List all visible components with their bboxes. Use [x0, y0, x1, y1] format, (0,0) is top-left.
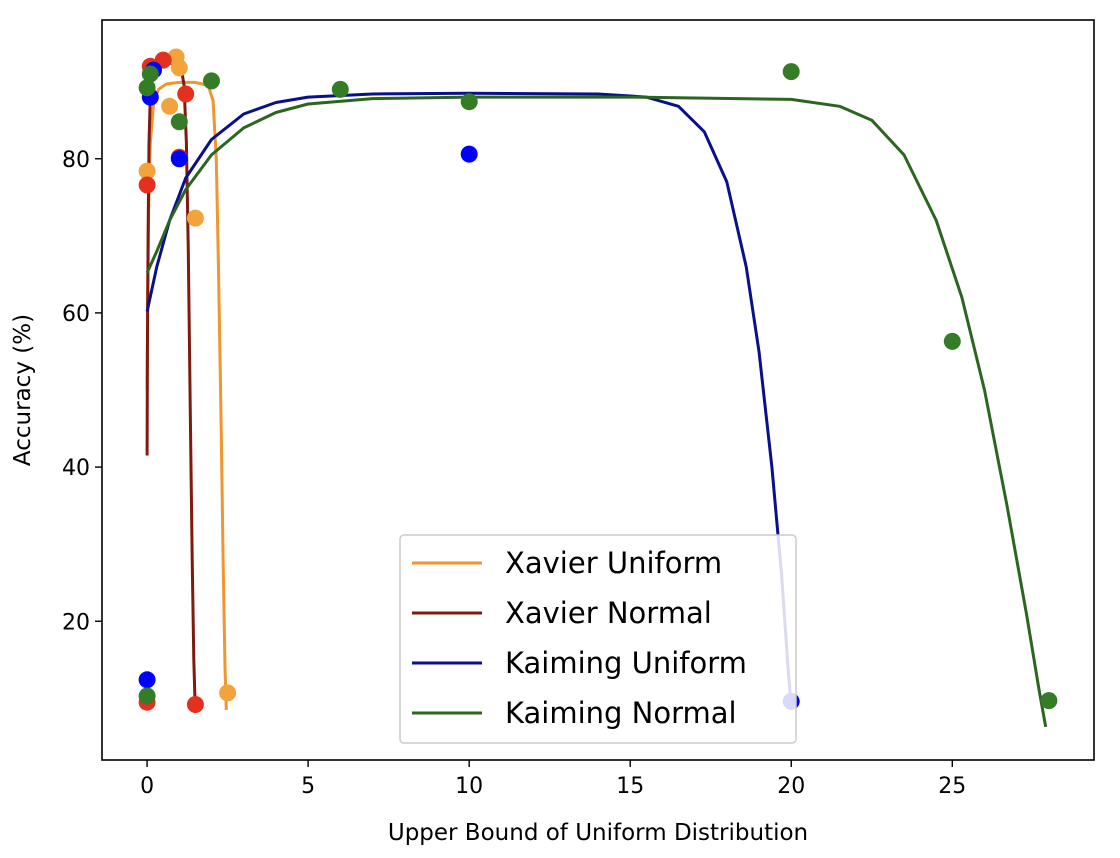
point-xavier-normal: [177, 85, 195, 103]
point-kaiming-normal: [943, 332, 961, 350]
point-kaiming-normal: [782, 63, 800, 81]
x-tick-label: 15: [616, 774, 644, 799]
x-tick-label: 25: [938, 774, 966, 799]
x-tick-label: 0: [140, 774, 154, 799]
point-xavier-normal: [138, 176, 156, 194]
point-kaiming-normal: [331, 80, 349, 98]
point-kaiming-normal: [170, 113, 188, 131]
point-xavier-uniform: [138, 162, 156, 180]
legend: Xavier Uniform Xavier Normal Kaiming Unifo…: [399, 534, 797, 744]
x-axis-ticks: 0 5 10 15 20 25: [140, 760, 966, 799]
x-tick-label: 10: [455, 774, 483, 799]
x-tick-label: 20: [777, 774, 805, 799]
legend-box: [399, 534, 797, 744]
point-kaiming-uniform: [138, 671, 156, 689]
x-tick-label: 5: [301, 774, 315, 799]
y-tick-label: 40: [62, 456, 90, 481]
y-axis-ticks: 20 40 60 80: [62, 148, 102, 635]
y-tick-label: 60: [62, 302, 90, 327]
x-axis-label: Upper Bound of Uniform Distribution: [388, 820, 808, 846]
point-kaiming-normal: [1040, 692, 1058, 710]
legend-label-xavier-normal: Xavier Normal: [505, 596, 712, 630]
point-kaiming-uniform: [170, 150, 188, 168]
y-tick-label: 20: [62, 610, 90, 635]
legend-label-kaiming-uniform: Kaiming Uniform: [505, 646, 747, 680]
point-kaiming-normal: [138, 79, 156, 97]
point-xavier-uniform: [219, 684, 237, 702]
point-xavier-uniform: [186, 209, 204, 227]
plot-frame: [101, 19, 1095, 761]
point-kaiming-normal: [203, 72, 220, 90]
fit-line-kaiming-uniform: [145, 91, 793, 707]
point-kaiming-normal: [141, 65, 159, 83]
legend-label-kaiming-normal: Kaiming Normal: [505, 696, 737, 730]
y-tick-label: 80: [62, 148, 90, 173]
point-kaiming-uniform: [460, 145, 478, 163]
point-xavier-uniform: [161, 97, 179, 115]
legend-label-xavier-uniform: Xavier Uniform: [505, 546, 722, 580]
y-axis-label: Accuracy (%): [10, 314, 36, 466]
point-kaiming-normal: [138, 687, 156, 705]
point-xavier-normal: [186, 696, 204, 713]
fit-line-kaiming-normal: [145, 95, 1048, 728]
point-kaiming-normal: [460, 93, 478, 111]
point-xavier-uniform: [170, 59, 188, 77]
